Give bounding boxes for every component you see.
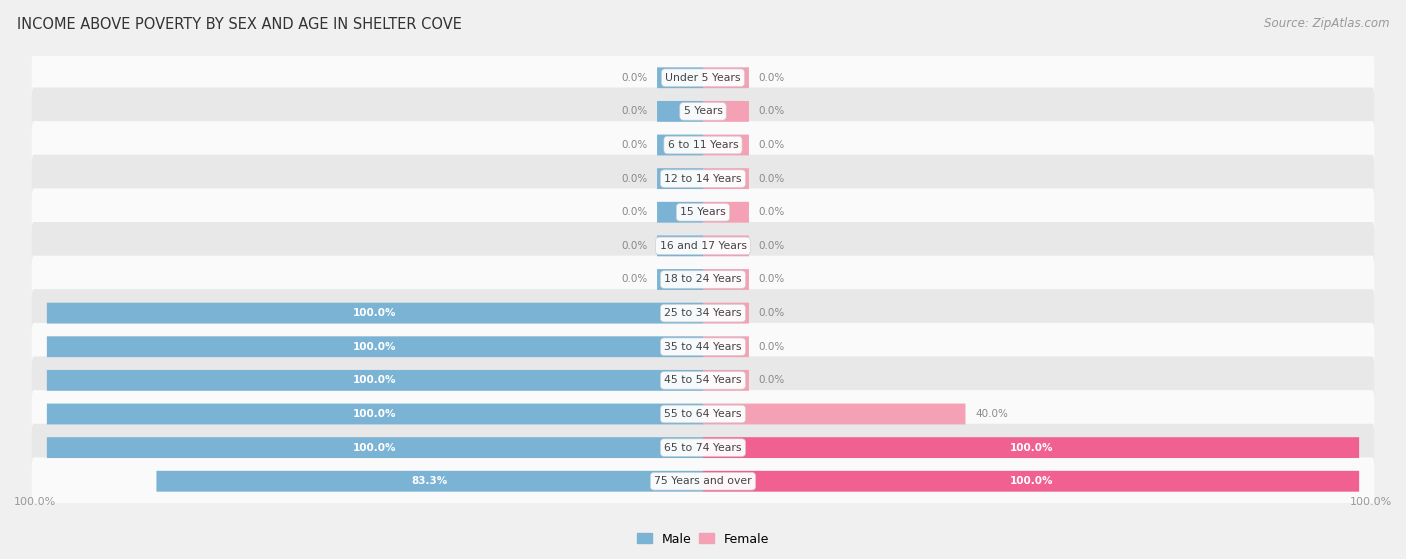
Text: 0.0%: 0.0% (759, 376, 785, 385)
FancyBboxPatch shape (32, 188, 1374, 236)
Text: 0.0%: 0.0% (621, 174, 647, 183)
Text: 100.0%: 100.0% (1010, 443, 1053, 453)
Text: 16 and 17 Years: 16 and 17 Years (659, 241, 747, 251)
Text: 100.0%: 100.0% (353, 376, 396, 385)
FancyBboxPatch shape (703, 269, 749, 290)
FancyBboxPatch shape (657, 202, 703, 222)
Text: Under 5 Years: Under 5 Years (665, 73, 741, 83)
FancyBboxPatch shape (32, 255, 1374, 304)
Text: Source: ZipAtlas.com: Source: ZipAtlas.com (1264, 17, 1389, 30)
FancyBboxPatch shape (657, 135, 703, 155)
Text: 100.0%: 100.0% (1350, 497, 1392, 507)
FancyBboxPatch shape (703, 404, 966, 424)
FancyBboxPatch shape (32, 88, 1374, 135)
FancyBboxPatch shape (703, 437, 1360, 458)
Text: 0.0%: 0.0% (621, 73, 647, 83)
Legend: Male, Female: Male, Female (631, 528, 775, 551)
Text: INCOME ABOVE POVERTY BY SEX AND AGE IN SHELTER COVE: INCOME ABOVE POVERTY BY SEX AND AGE IN S… (17, 17, 461, 32)
FancyBboxPatch shape (703, 135, 749, 155)
FancyBboxPatch shape (32, 155, 1374, 202)
Text: 100.0%: 100.0% (14, 497, 56, 507)
FancyBboxPatch shape (703, 235, 749, 256)
Text: 0.0%: 0.0% (759, 241, 785, 251)
FancyBboxPatch shape (46, 337, 703, 357)
FancyBboxPatch shape (703, 168, 749, 189)
Text: 0.0%: 0.0% (621, 140, 647, 150)
Text: 25 to 34 Years: 25 to 34 Years (664, 308, 742, 318)
Text: 0.0%: 0.0% (759, 274, 785, 285)
Text: 55 to 64 Years: 55 to 64 Years (664, 409, 742, 419)
Text: 100.0%: 100.0% (353, 342, 396, 352)
FancyBboxPatch shape (32, 457, 1374, 505)
FancyBboxPatch shape (46, 303, 703, 324)
Text: 0.0%: 0.0% (759, 174, 785, 183)
Text: 35 to 44 Years: 35 to 44 Years (664, 342, 742, 352)
Text: 5 Years: 5 Years (683, 106, 723, 116)
FancyBboxPatch shape (703, 471, 1360, 492)
Text: 0.0%: 0.0% (621, 207, 647, 217)
FancyBboxPatch shape (46, 404, 703, 424)
FancyBboxPatch shape (46, 370, 703, 391)
FancyBboxPatch shape (657, 67, 703, 88)
FancyBboxPatch shape (32, 424, 1374, 471)
Text: 75 Years and over: 75 Years and over (654, 476, 752, 486)
FancyBboxPatch shape (703, 202, 749, 222)
FancyBboxPatch shape (703, 370, 749, 391)
Text: 100.0%: 100.0% (353, 409, 396, 419)
Text: 0.0%: 0.0% (621, 241, 647, 251)
Text: 12 to 14 Years: 12 to 14 Years (664, 174, 742, 183)
FancyBboxPatch shape (32, 121, 1374, 169)
Text: 0.0%: 0.0% (759, 207, 785, 217)
Text: 100.0%: 100.0% (1010, 476, 1053, 486)
FancyBboxPatch shape (703, 67, 749, 88)
FancyBboxPatch shape (32, 357, 1374, 404)
Text: 0.0%: 0.0% (621, 106, 647, 116)
Text: 0.0%: 0.0% (759, 140, 785, 150)
FancyBboxPatch shape (156, 471, 703, 492)
FancyBboxPatch shape (657, 235, 703, 256)
FancyBboxPatch shape (657, 269, 703, 290)
Text: 100.0%: 100.0% (353, 308, 396, 318)
Text: 100.0%: 100.0% (353, 443, 396, 453)
Text: 83.3%: 83.3% (412, 476, 449, 486)
FancyBboxPatch shape (657, 168, 703, 189)
FancyBboxPatch shape (32, 222, 1374, 270)
FancyBboxPatch shape (703, 303, 749, 324)
Text: 0.0%: 0.0% (759, 308, 785, 318)
Text: 65 to 74 Years: 65 to 74 Years (664, 443, 742, 453)
Text: 0.0%: 0.0% (621, 274, 647, 285)
FancyBboxPatch shape (46, 437, 703, 458)
Text: 40.0%: 40.0% (976, 409, 1008, 419)
Text: 0.0%: 0.0% (759, 106, 785, 116)
Text: 15 Years: 15 Years (681, 207, 725, 217)
Text: 18 to 24 Years: 18 to 24 Years (664, 274, 742, 285)
FancyBboxPatch shape (703, 337, 749, 357)
FancyBboxPatch shape (703, 101, 749, 122)
FancyBboxPatch shape (657, 101, 703, 122)
Text: 0.0%: 0.0% (759, 73, 785, 83)
Text: 45 to 54 Years: 45 to 54 Years (664, 376, 742, 385)
FancyBboxPatch shape (32, 54, 1374, 102)
FancyBboxPatch shape (32, 390, 1374, 438)
Text: 0.0%: 0.0% (759, 342, 785, 352)
FancyBboxPatch shape (32, 289, 1374, 337)
Text: 6 to 11 Years: 6 to 11 Years (668, 140, 738, 150)
FancyBboxPatch shape (32, 323, 1374, 371)
